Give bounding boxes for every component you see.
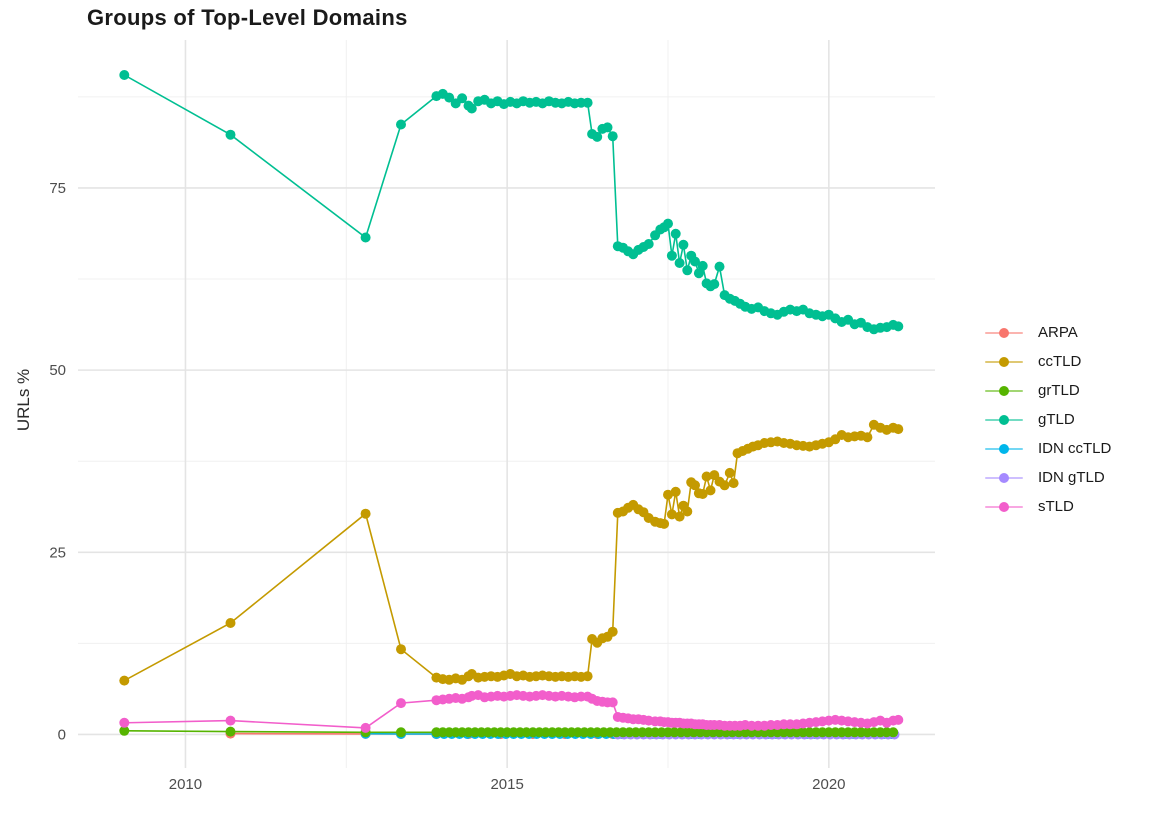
legend-key-icon — [985, 443, 1023, 455]
data-point — [719, 480, 730, 491]
data-point — [360, 722, 371, 733]
legend-key-dot — [999, 356, 1009, 367]
data-point — [360, 508, 371, 519]
data-point — [444, 92, 455, 103]
legend-key-dot — [999, 501, 1009, 512]
data-point — [457, 93, 468, 104]
legend-label: IDN gTLD — [1038, 469, 1105, 486]
series-line — [123, 74, 899, 331]
y-tick-label: 75 — [49, 180, 66, 197]
series-gTLD — [119, 70, 904, 335]
data-point — [582, 671, 593, 682]
legend-item-ARPA: ARPA — [985, 318, 1111, 347]
data-point — [396, 727, 406, 738]
data-point — [582, 97, 593, 108]
data-point — [728, 478, 739, 489]
chart-title: Groups of Top-Level Domains — [87, 5, 408, 30]
data-point — [893, 424, 904, 435]
y-tick-label: 25 — [49, 544, 66, 561]
data-point — [862, 432, 873, 443]
data-point — [225, 715, 236, 726]
data-point — [119, 675, 130, 686]
legend-item-sTLD: sTLD — [985, 492, 1111, 521]
legend-label: gTLD — [1038, 411, 1075, 428]
legend-key-icon — [985, 472, 1023, 484]
data-point — [592, 131, 603, 142]
series-grTLD — [119, 725, 899, 738]
legend-key-dot — [999, 327, 1009, 338]
data-point — [119, 70, 130, 80]
legend-key-icon — [985, 356, 1023, 368]
y-tick-label: 0 — [58, 726, 66, 743]
data-point — [225, 618, 236, 628]
legend-item-gTLD: gTLD — [985, 405, 1111, 434]
data-point — [466, 103, 477, 114]
data-point — [225, 129, 236, 140]
data-point — [659, 518, 670, 529]
data-point — [674, 258, 685, 268]
data-point — [690, 480, 700, 491]
legend-label: grTLD — [1038, 382, 1080, 399]
legend-item-IDN-ccTLD: IDN ccTLD — [985, 434, 1111, 463]
data-point — [888, 727, 899, 738]
data-point — [682, 506, 693, 517]
legend-key-icon — [985, 414, 1023, 426]
data-point — [666, 509, 677, 520]
legend-label: ARPA — [1038, 324, 1078, 341]
data-point — [724, 467, 735, 478]
data-point — [670, 228, 681, 239]
series-sTLD — [119, 690, 904, 733]
data-point — [225, 726, 236, 737]
data-point — [678, 239, 689, 250]
data-point — [396, 698, 406, 709]
legend-item-IDN-gTLD: IDN gTLD — [985, 463, 1111, 492]
legend-label: ccTLD — [1038, 353, 1082, 370]
data-point — [663, 218, 673, 229]
x-tick-label: 2010 — [169, 776, 202, 793]
data-point — [607, 626, 618, 637]
data-point — [893, 714, 904, 725]
data-point — [701, 471, 712, 482]
legend-item-ccTLD: ccTLD — [985, 347, 1111, 376]
data-point — [119, 725, 130, 736]
legend-key-dot — [999, 414, 1009, 425]
data-point — [690, 256, 700, 267]
data-point — [396, 119, 406, 130]
legend-key-dot — [999, 443, 1009, 454]
data-point — [697, 260, 708, 271]
x-tick-label: 2020 — [812, 776, 845, 793]
legend: ARPA ccTLD grTLD gTLD IDN ccTLD IDN gTLD sTLD — [985, 318, 1111, 521]
data-point — [360, 232, 371, 243]
legend-key-icon — [985, 327, 1023, 339]
data-point — [602, 122, 613, 133]
legend-key-icon — [985, 385, 1023, 397]
data-point — [714, 261, 725, 272]
data-point — [674, 511, 685, 522]
data-point — [663, 489, 673, 500]
data-point — [643, 239, 654, 249]
data-point — [705, 485, 716, 496]
legend-label: sTLD — [1038, 498, 1074, 515]
data-point — [697, 489, 708, 499]
x-tick-label: 2015 — [490, 776, 523, 793]
data-point — [396, 644, 406, 655]
legend-key-dot — [999, 385, 1009, 396]
data-point — [709, 279, 720, 290]
legend-key-icon — [985, 501, 1023, 513]
series-ccTLD — [119, 419, 904, 686]
legend-label: IDN ccTLD — [1038, 440, 1112, 457]
data-point — [119, 717, 130, 728]
data-point — [893, 321, 904, 332]
data-point — [607, 697, 618, 708]
data-point — [682, 265, 693, 276]
legend-item-grTLD: grTLD — [985, 376, 1111, 405]
data-point — [607, 131, 618, 142]
y-tick-label: 50 — [49, 362, 66, 379]
data-point — [666, 250, 677, 261]
data-point — [670, 486, 681, 497]
legend-key-dot — [999, 472, 1009, 483]
